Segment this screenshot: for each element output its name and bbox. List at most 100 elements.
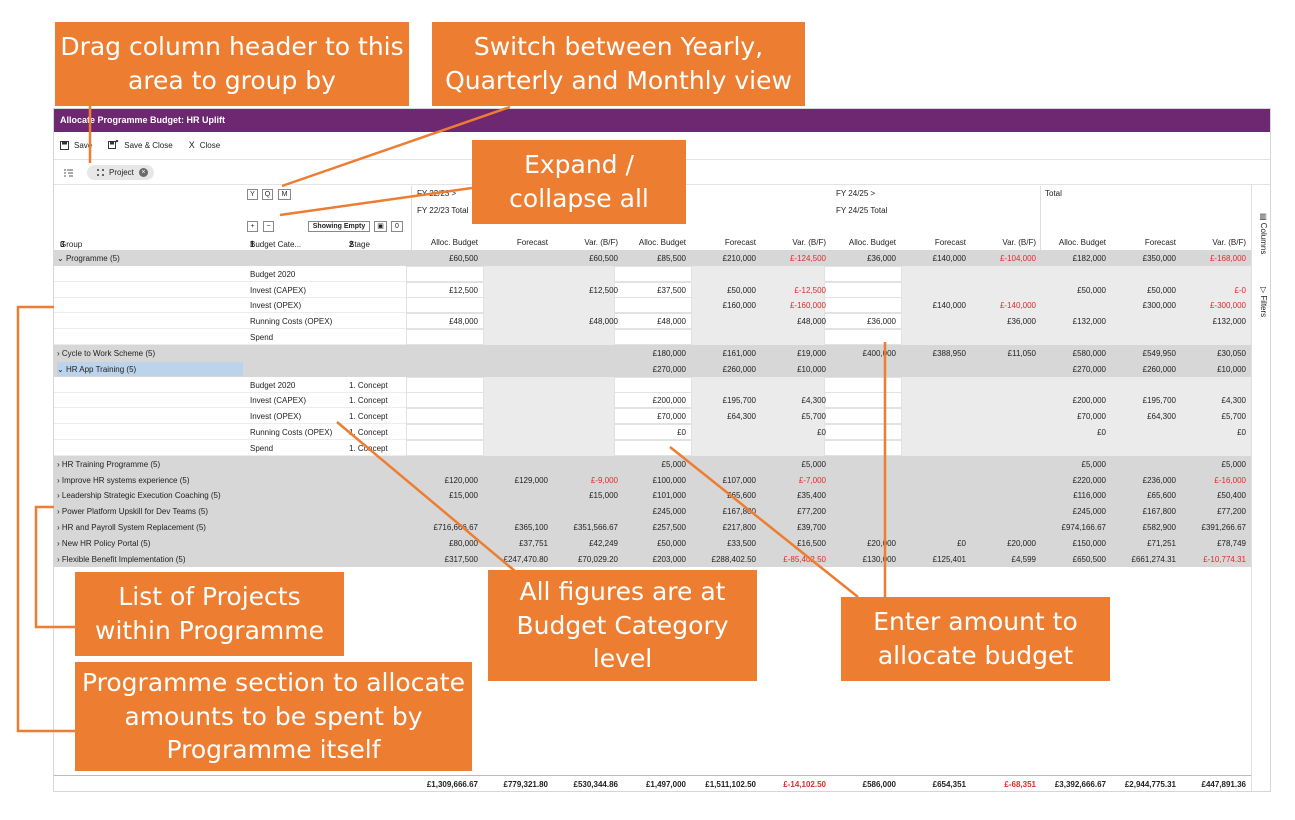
group-row[interactable]: › Flexible Benefit Implementation (5) £31… xyxy=(54,550,1251,567)
yearly-view-button[interactable]: Y xyxy=(247,189,258,200)
group-row-label[interactable]: › Improve HR systems experience (5) xyxy=(57,473,243,487)
budget-input-cell[interactable] xyxy=(406,424,484,441)
value-cell[interactable]: £12,500 xyxy=(449,285,478,295)
group-row-label[interactable]: › Flexible Benefit Implementation (5) xyxy=(57,552,243,566)
close-button[interactable]: X Close xyxy=(189,140,220,150)
group-row[interactable]: › HR and Payroll System Replacement (5) £… xyxy=(54,519,1251,536)
metric-header[interactable]: Var. (B/F) xyxy=(792,238,826,247)
columns-panel-tab[interactable]: ▤ Columns xyxy=(1259,213,1268,255)
group-row[interactable]: › Power Platform Upskill for Dev Teams (… xyxy=(54,503,1251,520)
group-chip-project[interactable]: Project × xyxy=(87,165,154,180)
budget-input-cell[interactable] xyxy=(406,439,484,456)
group-row-label[interactable]: › HR Training Programme (5) xyxy=(57,457,243,471)
budget-input-cell[interactable] xyxy=(406,297,484,314)
metric-header[interactable]: Alloc. Budget xyxy=(430,238,478,247)
group-row-label[interactable]: › New HR Policy Portal (5) xyxy=(57,536,243,550)
category-row[interactable]: Invest (CAPEX) 1. Concept £200,000 £195,700… xyxy=(54,392,1251,409)
value-cell[interactable]: £48,000 xyxy=(657,317,686,327)
budget-input-cell[interactable] xyxy=(614,313,692,330)
group-row-label[interactable]: › Cycle to Work Scheme (5) xyxy=(57,346,243,360)
budget-input-cell[interactable] xyxy=(406,265,484,282)
filters-panel-tab[interactable]: ▷ Filters xyxy=(1259,287,1268,318)
group-row-label[interactable]: ⌄ HR App Training (5) xyxy=(57,361,243,376)
budget-input-cell[interactable] xyxy=(614,439,692,456)
budget-input-cell[interactable] xyxy=(406,376,484,393)
chevron-down-icon[interactable]: ⌄ xyxy=(57,254,66,263)
group-row-label[interactable]: › Leadership Strategic Execution Coachin… xyxy=(57,488,243,502)
group-row-label[interactable]: › HR and Payroll System Replacement (5) xyxy=(57,520,243,534)
metric-header[interactable]: Alloc. Budget xyxy=(848,238,896,247)
budget-input-cell[interactable] xyxy=(406,281,484,298)
value-cell[interactable]: £37,500 xyxy=(657,285,686,295)
value-cell[interactable]: £70,000 xyxy=(657,412,686,422)
budget-input-cell[interactable] xyxy=(824,439,902,456)
metric-header[interactable]: Alloc. Budget xyxy=(638,238,686,247)
metric-header[interactable]: Var. (B/F) xyxy=(1002,238,1036,247)
metric-header[interactable]: Var. (B/F) xyxy=(1212,238,1246,247)
budget-input-cell[interactable] xyxy=(614,392,692,409)
metric-header[interactable]: Alloc. Budget xyxy=(1058,238,1106,247)
value-cell[interactable]: £0 xyxy=(677,428,686,438)
budget-input-cell[interactable] xyxy=(406,392,484,409)
group-row[interactable]: › Cycle to Work Scheme (5) £180,000 £161,0… xyxy=(54,344,1251,361)
group-row-label[interactable]: ⌄ Programme (5) xyxy=(57,251,243,265)
group-row[interactable]: ⌄ HR App Training (5) £270,000 £260,000 £10… xyxy=(54,360,1251,377)
budget-input-cell[interactable] xyxy=(824,408,902,425)
monthly-view-button[interactable]: M xyxy=(278,189,291,200)
budget-input-cell[interactable] xyxy=(614,297,692,314)
expand-all-button[interactable]: + xyxy=(247,221,258,232)
showing-empty-button[interactable]: Showing Empty xyxy=(308,221,370,232)
save-close-button[interactable]: Save & Close xyxy=(108,140,173,150)
category-row[interactable]: Running Costs (OPEX) £48,000 £48,000 £48,00… xyxy=(54,313,1251,330)
budget-input-cell[interactable] xyxy=(614,408,692,425)
budget-input-cell[interactable] xyxy=(824,329,902,346)
category-row[interactable]: Spend xyxy=(54,329,1251,346)
period-fy2425[interactable]: FY 24/25 > xyxy=(836,189,876,198)
budget-input-cell[interactable] xyxy=(614,329,692,346)
group-row[interactable]: ⌄ Programme (5) £60,500 £60,500 £85,500 £210… xyxy=(54,250,1251,266)
budget-input-cell[interactable] xyxy=(824,297,902,314)
budget-input-cell[interactable] xyxy=(824,313,902,330)
save-button[interactable]: Save xyxy=(60,140,92,150)
value-cell[interactable]: £48,000 xyxy=(449,317,478,327)
collapse-all-button[interactable]: − xyxy=(263,221,274,232)
budget-input-cell[interactable] xyxy=(406,408,484,425)
category-row[interactable]: Invest (OPEX) 1. Concept £70,000 £64,300 £5,… xyxy=(54,408,1251,425)
chevron-down-icon[interactable]: ⌄ xyxy=(57,364,66,374)
group-row[interactable]: › New HR Policy Portal (5) £80,000 £37,751… xyxy=(54,534,1251,551)
category-row[interactable]: Invest (CAPEX) £12,500 £12,500 £37,500 £50,0… xyxy=(54,281,1251,298)
value-cell[interactable]: £36,000 xyxy=(867,317,896,327)
metric-header[interactable]: Forecast xyxy=(934,238,966,247)
metric-header[interactable]: Var. (B/F) xyxy=(584,238,618,247)
stage-column-header[interactable]: Stage 2 ↑ xyxy=(349,238,370,249)
category-row[interactable]: Running Costs (OPEX) 1. Concept £0 £0 £0 £0 xyxy=(54,424,1251,441)
period-fy2223[interactable]: FY 22/23 > xyxy=(417,189,457,198)
group-row[interactable]: › HR Training Programme (5) £5,000 £5,000 £… xyxy=(54,455,1251,472)
quarterly-view-button[interactable]: Q xyxy=(262,189,273,200)
budget-input-cell[interactable] xyxy=(406,313,484,330)
remove-group-icon[interactable]: × xyxy=(138,168,148,177)
value-cell[interactable]: £200,000 xyxy=(652,396,686,406)
budget-input-cell[interactable] xyxy=(824,265,902,282)
category-row[interactable]: Invest (OPEX) £160,000 £-160,000 £140,000 £-… xyxy=(54,297,1251,314)
budget-input-cell[interactable] xyxy=(614,265,692,282)
budget-input-cell[interactable] xyxy=(824,392,902,409)
category-row[interactable]: Budget 2020 1. Concept xyxy=(54,376,1251,393)
budget-input-cell[interactable] xyxy=(614,281,692,298)
category-row[interactable]: Spend 1. Concept xyxy=(54,439,1251,456)
category-row[interactable]: Budget 2020 xyxy=(54,265,1251,282)
budget-input-cell[interactable] xyxy=(824,376,902,393)
budget-input-cell[interactable] xyxy=(614,376,692,393)
group-row[interactable]: › Improve HR systems experience (5) £120,… xyxy=(54,471,1251,488)
metric-header[interactable]: Forecast xyxy=(724,238,756,247)
group-row-label[interactable]: › Power Platform Upskill for Dev Teams (… xyxy=(57,504,243,518)
budget-input-cell[interactable] xyxy=(824,281,902,298)
zero-counter[interactable]: 0 xyxy=(391,221,403,232)
image-icon[interactable]: ▣ xyxy=(374,221,387,232)
group-row[interactable]: › Leadership Strategic Execution Coachin… xyxy=(54,487,1251,504)
metric-header[interactable]: Forecast xyxy=(516,238,548,247)
budget-input-cell[interactable] xyxy=(614,424,692,441)
budget-input-cell[interactable] xyxy=(824,424,902,441)
budget-category-column-header[interactable]: Budget Cate... 1 ↑ xyxy=(250,238,302,249)
metric-header[interactable]: Forecast xyxy=(1144,238,1176,247)
